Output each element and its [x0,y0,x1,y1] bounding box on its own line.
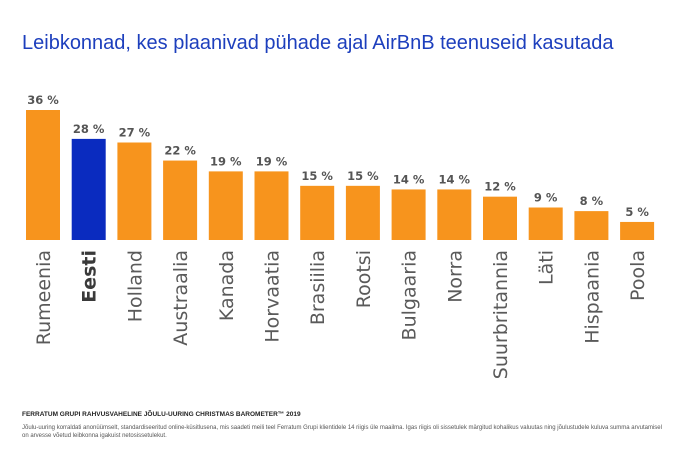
bar-bulgaaria [391,189,426,240]
category-label: Holland [124,250,146,322]
category-label: Norra [444,250,466,303]
data-label: 14 % [393,172,425,186]
bar-chart: 36 % Rumeenia 28 % Eesti 27 % Holland 22 % Aust… [26,93,655,379]
category-label: Austraalia [170,250,192,346]
bar-eesti [71,138,106,240]
data-label: 19 % [256,154,288,168]
data-label: 9 % [534,191,558,205]
category-label: Eesti [79,250,101,303]
bar-norra [437,189,472,240]
data-label: 15 % [301,169,333,183]
category-label: Bulgaaria [399,250,421,340]
data-label: 27 % [119,126,151,140]
source-note: Jõulu-uuring korraldati anonüümselt, sta… [22,425,662,439]
category-label: Rootsi [353,250,375,308]
data-label: 12 % [484,180,516,194]
chart-title: Leibkonnad, kes plaanivad pühade ajal Ai… [22,32,614,54]
bar-rumeenia [26,110,60,240]
data-label: 5 % [625,205,649,219]
data-label: 14 % [439,172,471,186]
data-label: 28 % [73,122,105,136]
bar-kanada [208,171,243,240]
bar-holland [117,142,152,240]
bar-austraalia [163,160,198,240]
bar-brasiilia [300,185,335,240]
category-label: Kanada [216,250,238,321]
bar-hispaania [574,211,609,240]
data-label: 22 % [164,144,196,158]
data-label: 15 % [347,169,379,183]
data-label: 8 % [580,194,604,208]
bar-läti [528,207,563,240]
category-label: Läti [536,250,558,285]
bar-suurbritannia [483,196,517,240]
category-label: Suurbritannia [490,250,512,379]
bar-poola [620,221,655,240]
category-label: Brasiilia [307,250,329,325]
category-label: Hispaania [581,250,603,344]
category-label: Poola [627,250,649,301]
source-title: FERRATUM GRUPI RAHVUSVAHELINE JÕULU-UURI… [22,411,301,418]
data-label: 36 % [27,93,59,107]
category-label: Rumeenia [33,250,55,345]
bar-rootsi [345,185,380,240]
bar-horvaatia [254,171,289,240]
data-label: 19 % [210,154,242,168]
category-label: Horvaatia [262,250,284,343]
